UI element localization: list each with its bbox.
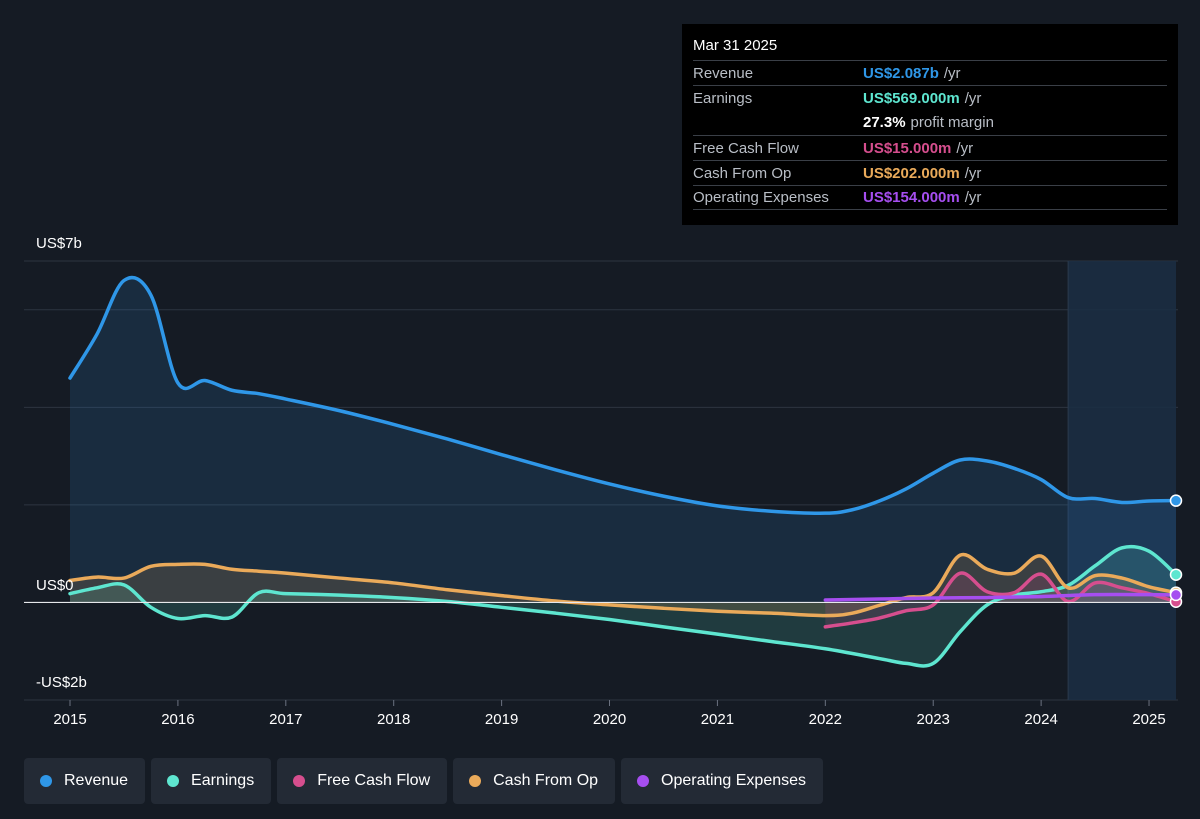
legend-item-operating-expenses[interactable]: Operating Expenses (621, 758, 824, 804)
tooltip-row-value: 27.3% (863, 114, 906, 131)
revenue-area (70, 277, 1176, 603)
x-axis-ticks: 2015 2016 2017 2018 2019 2020 2021 2022 2023 2024… (53, 700, 1166, 728)
series-lines (68, 275, 1178, 668)
tooltip-row-label: Revenue (693, 64, 754, 82)
x-tick-label: 2023 (917, 711, 950, 728)
x-tick-label: 2024 (1024, 711, 1057, 728)
legend-dot-icon (293, 775, 306, 787)
legend-item-cash-from-op[interactable]: Cash From Op (453, 758, 616, 804)
tooltip-row-unit: /yr (964, 164, 982, 182)
tooltip-rows: Revenue US$2.087b/yr Earnings US$569.000m/y… (693, 60, 1167, 210)
earnings-line (68, 544, 1178, 668)
y-axis-label-zero: US$0 (36, 577, 74, 594)
forecast-region (1067, 261, 1176, 700)
legend-dot-icon (167, 775, 180, 787)
revenue-end-marker (1169, 494, 1183, 507)
gridlines (24, 260, 1178, 701)
x-tick-label: 2022 (809, 711, 842, 728)
legend-dot-icon (40, 775, 52, 787)
x-tick-label: 2025 (1132, 711, 1165, 728)
y-axis-label-top: US$7b (36, 235, 82, 252)
x-tick-label: 2018 (377, 711, 410, 728)
forecast-region-rect (1068, 261, 1176, 700)
series-areas (70, 277, 1176, 666)
end-markers (1169, 494, 1183, 608)
operating-expenses-line (823, 592, 1178, 602)
tooltip-row: 27.3% profit margin (693, 110, 1167, 135)
tooltip-row-unit: /yr (956, 139, 974, 157)
x-tick-label: 2015 (53, 711, 86, 728)
y-axis-label-bottom: -US$2b (36, 674, 87, 691)
tooltip-row-label: Earnings (693, 89, 753, 107)
legend-item-revenue[interactable]: Revenue (24, 758, 146, 804)
tooltip-row: Operating Expenses US$154.000m/yr (693, 185, 1167, 210)
legend-dot-icon (469, 775, 482, 787)
free-cash-flow-line (823, 571, 1178, 629)
revenue-line (68, 275, 1178, 515)
tooltip-row-unit: profit margin (910, 114, 994, 131)
tooltip-row-unit: /yr (964, 89, 982, 107)
tooltip-row: Free Cash Flow US$15.000m/yr (693, 135, 1167, 160)
legend-label: Revenue (64, 772, 129, 789)
tooltip-row: Earnings US$569.000m/yr (693, 85, 1167, 110)
tooltip-row-value: US$2.087b (863, 64, 939, 82)
tooltip-row: Cash From Op US$202.000m/yr (693, 160, 1167, 185)
tooltip-row-label: Operating Expenses (693, 189, 829, 206)
x-tick-label: 2020 (593, 711, 626, 728)
legend-item-free-cash-flow[interactable]: Free Cash Flow (277, 758, 448, 804)
legend-item-earnings[interactable]: Earnings (151, 758, 272, 804)
legend-label: Free Cash Flow (317, 772, 431, 789)
x-tick-label: 2019 (485, 711, 518, 728)
tooltip-row-unit: /yr (943, 64, 961, 82)
tooltip-row-value: US$154.000m (863, 189, 960, 206)
tooltip-row-value: US$15.000m (863, 139, 952, 157)
legend-label: Cash From Op (493, 772, 599, 789)
tooltip-row-value: US$569.000m (863, 89, 960, 107)
legend-label: Operating Expenses (661, 772, 807, 789)
tooltip-row-value: US$202.000m (863, 164, 960, 182)
tooltip-row-label: Free Cash Flow (693, 139, 799, 157)
operating-expenses-end-marker (1169, 588, 1183, 602)
x-tick-label: 2021 (701, 711, 734, 728)
tooltip-panel: Mar 31 2025 Revenue US$2.087b/yr Earnings U… (682, 24, 1178, 225)
cash-from-op-line (68, 552, 1178, 618)
tooltip-row: Revenue US$2.087b/yr (693, 60, 1167, 85)
earnings-end-marker (1169, 568, 1183, 581)
tooltip-row-label: Cash From Op (693, 164, 792, 182)
x-tick-label: 2016 (161, 711, 194, 728)
legend-dot-icon (637, 775, 650, 787)
legend: Revenue Earnings Free Cash Flow Cash From O… (24, 758, 824, 804)
tooltip-row-unit: /yr (964, 189, 982, 206)
legend-label: Earnings (191, 772, 255, 789)
x-tick-label: 2017 (269, 711, 302, 728)
tooltip-date: Mar 31 2025 (693, 37, 778, 54)
